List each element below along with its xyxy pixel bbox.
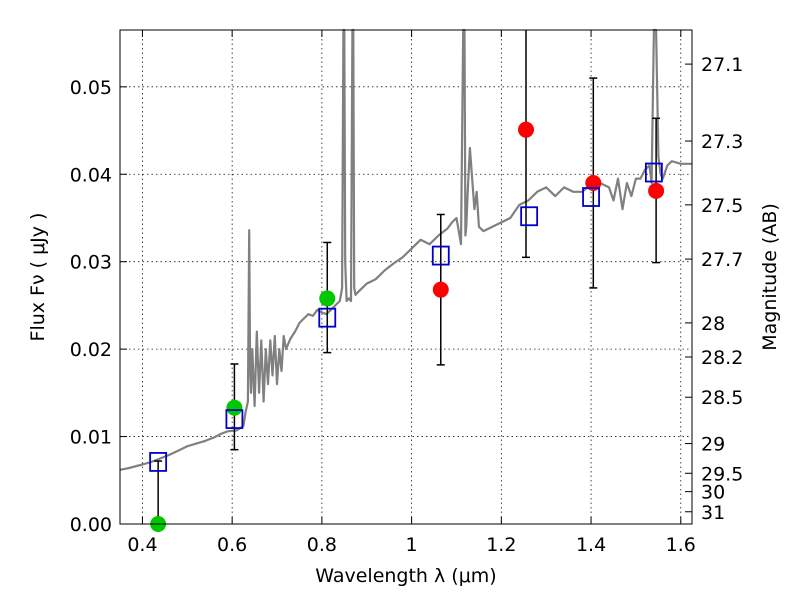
y-tick-label: 0.00	[70, 514, 112, 536]
model-square-marker	[318, 307, 337, 328]
y-tick-label: 0.03	[70, 252, 112, 274]
right-tick-label: 28.5	[701, 387, 743, 409]
photometry-point	[648, 182, 665, 199]
model-square-marker	[644, 162, 663, 183]
x-tick-label: 1.6	[666, 534, 696, 556]
x-tick-label: 0.6	[217, 534, 247, 556]
axis-ticks	[120, 30, 692, 525]
photometry-point	[585, 175, 602, 192]
model-spectrum-line	[119, 28, 692, 471]
right-tick-label: 28.2	[701, 347, 743, 369]
photometry-point	[226, 399, 243, 416]
right-tick-label: 27.3	[701, 131, 743, 153]
photometry-point	[432, 281, 449, 298]
x-tick-label: 1.2	[486, 534, 516, 556]
plot-frame	[119, 29, 693, 525]
x-axis-title: Wavelength λ (μm)	[315, 565, 496, 587]
x-tick-label: 0.4	[127, 534, 157, 556]
y-tick-label: 0.02	[70, 339, 112, 361]
right-tick-label: 29	[701, 434, 725, 456]
right-tick-label: 27.7	[701, 249, 743, 271]
y-tick-label: 0.05	[70, 77, 112, 99]
model-square-marker	[582, 187, 600, 207]
y-axis-title: Flux Fν ( μJy )	[27, 213, 49, 342]
model-square-marker	[520, 206, 539, 227]
right-tick-label: 30	[701, 482, 725, 504]
photometry-point	[518, 121, 535, 138]
plot-area	[120, 30, 692, 524]
right-tick-label: 29.5	[701, 463, 743, 485]
y-tick-labels: 0.00 0.01 0.02 0.03 0.04 0.05	[70, 77, 112, 536]
model-spectrum-group	[119, 28, 692, 471]
model-square-marker	[431, 245, 450, 266]
right-tick-label: 27.1	[701, 54, 743, 76]
x-tick-label: 1	[406, 534, 418, 556]
right-tick-label: 28	[701, 313, 725, 335]
model-square-marker	[225, 409, 244, 429]
y-tick-label: 0.01	[70, 427, 112, 449]
model-square-marker	[149, 452, 168, 472]
x-tick-labels: 0.4 0.6 0.8 1 1.2 1.4 1.6	[127, 534, 696, 556]
right-axis-title: Magnitude (AB)	[759, 203, 781, 351]
right-tick-label: 27.5	[701, 195, 743, 217]
photometry-point	[319, 290, 336, 307]
y-tick-label: 0.04	[70, 164, 112, 186]
x-tick-label: 0.8	[307, 534, 337, 556]
right-tick-label: 31	[701, 502, 725, 524]
x-tick-label: 1.4	[576, 534, 606, 556]
